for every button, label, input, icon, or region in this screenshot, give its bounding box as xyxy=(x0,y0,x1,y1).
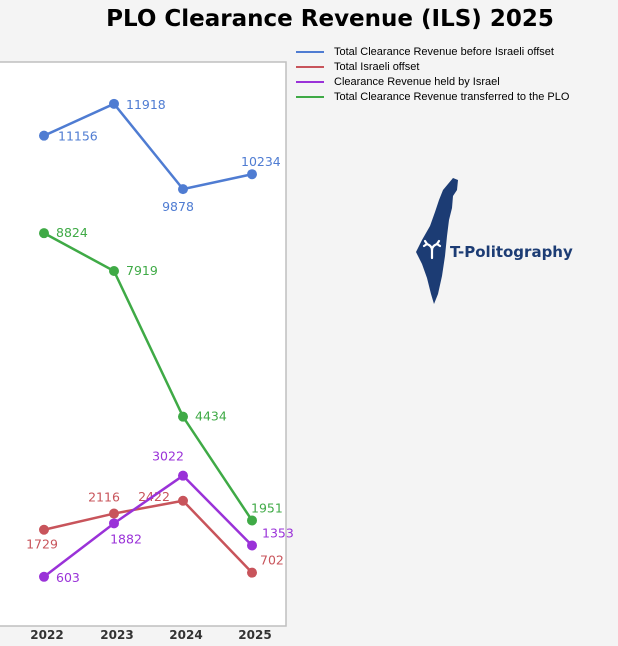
legend-label: Total Israeli offset xyxy=(334,60,420,73)
data-point xyxy=(109,518,119,529)
data-label: 10234 xyxy=(241,154,281,169)
data-point xyxy=(39,524,49,535)
data-label: 1882 xyxy=(110,531,142,546)
data-point xyxy=(178,470,188,481)
series-line xyxy=(43,102,253,191)
map-logo-icon xyxy=(416,178,458,304)
series-line xyxy=(43,232,254,522)
data-point xyxy=(39,571,49,582)
data-label: 702 xyxy=(260,553,284,568)
legend-item-transferred-to-plo: Total Clearance Revenue transferred to t… xyxy=(296,89,569,104)
data-label: 11918 xyxy=(126,97,166,112)
data-point xyxy=(109,508,119,519)
data-label: 9878 xyxy=(162,199,194,214)
data-label: 4434 xyxy=(195,409,227,424)
series-line xyxy=(43,474,253,578)
legend-swatch xyxy=(296,50,324,53)
data-point xyxy=(39,130,49,141)
data-point xyxy=(247,169,257,180)
data-point xyxy=(247,567,257,578)
data-point xyxy=(39,228,49,239)
data-point xyxy=(178,411,188,422)
legend-swatch xyxy=(296,65,324,68)
x-tick-label: 2023 xyxy=(100,628,133,642)
data-label: 1729 xyxy=(26,537,58,552)
legend-item-held-by-israel: Clearance Revenue held by Israel xyxy=(296,74,569,89)
data-label: 603 xyxy=(56,570,80,585)
legend-swatch xyxy=(296,80,324,83)
data-point xyxy=(247,540,257,551)
split-arrow-icon xyxy=(422,239,442,260)
brand-name: T-Politography xyxy=(450,243,573,261)
data-label: 8824 xyxy=(56,225,88,240)
legend-label: Total Clearance Revenue transferred to t… xyxy=(334,90,570,103)
legend-item-before-offset: Total Clearance Revenue before Israeli o… xyxy=(296,44,569,59)
x-tick-label: 2022 xyxy=(30,628,63,642)
series-group: 11156 11918 9878 10234 xyxy=(39,97,281,214)
legend-item-israeli-offset: Total Israeli offset xyxy=(296,59,569,74)
series-group: 8824 7919 4434 1951 xyxy=(39,225,283,526)
data-label: 2116 xyxy=(88,490,120,505)
series-line xyxy=(43,499,253,574)
legend-label: Total Clearance Revenue before Israeli o… xyxy=(334,45,554,58)
data-point xyxy=(109,265,119,276)
x-axis: 2022 2023 2024 2025 xyxy=(30,628,271,642)
data-label: 3022 xyxy=(152,449,184,464)
x-tick-label: 2025 xyxy=(238,628,271,642)
data-label: 11156 xyxy=(58,129,98,144)
data-label: 1951 xyxy=(251,500,283,515)
data-label: 1353 xyxy=(262,525,294,540)
x-tick-label: 2024 xyxy=(169,628,202,642)
data-label: 7919 xyxy=(126,263,158,278)
legend-swatch xyxy=(296,95,324,98)
legend: Total Clearance Revenue before Israeli o… xyxy=(296,44,569,104)
data-point xyxy=(178,495,188,506)
chart-title: PLO Clearance Revenue (ILS) 2025 xyxy=(106,6,554,32)
data-point xyxy=(109,98,119,109)
data-point xyxy=(178,184,188,195)
legend-label: Clearance Revenue held by Israel xyxy=(334,75,500,88)
data-point xyxy=(247,515,257,526)
series-group: 603 1882 3022 1353 xyxy=(39,449,294,585)
